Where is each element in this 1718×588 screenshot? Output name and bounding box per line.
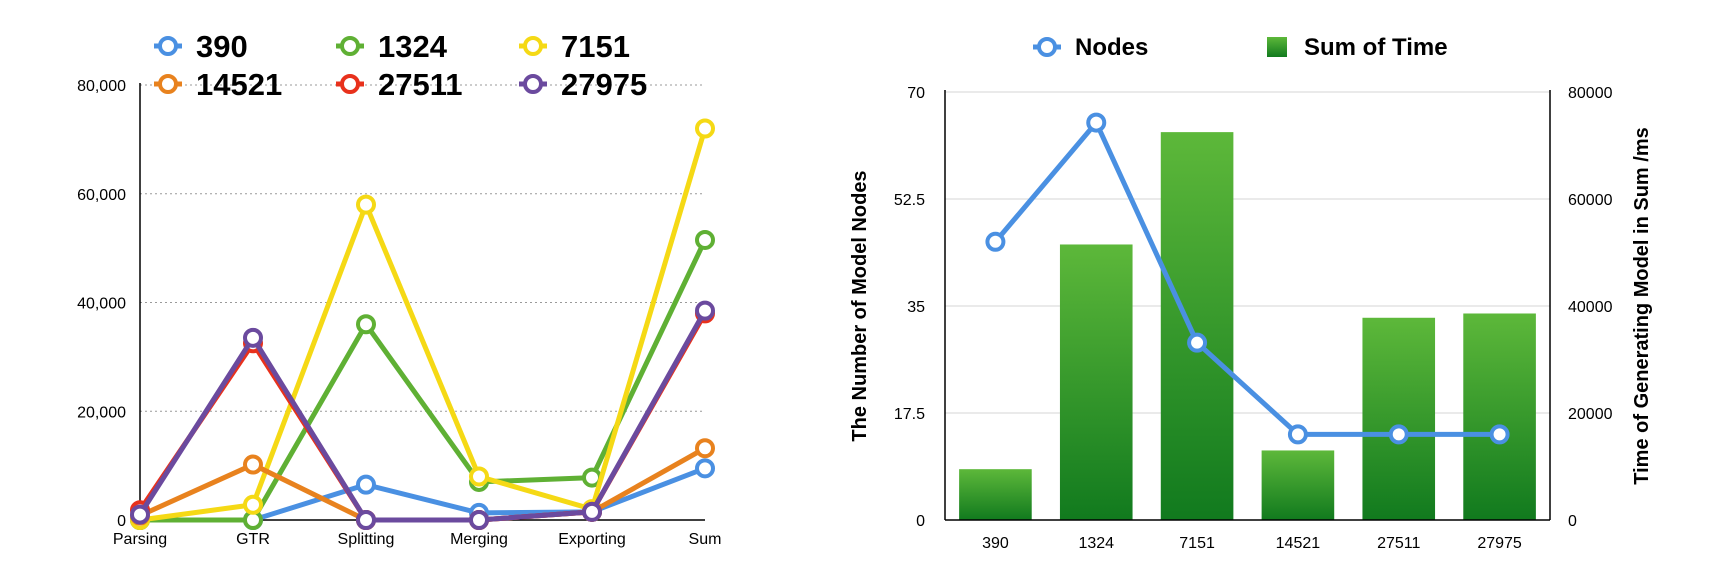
legend-swatch-icon bbox=[1267, 37, 1287, 57]
y-left-tick-label: 17.5 bbox=[894, 406, 925, 423]
bar-390 bbox=[959, 469, 1032, 520]
y-right-tick-label: 60000 bbox=[1568, 192, 1613, 209]
data-point-1324 bbox=[695, 229, 715, 250]
data-point-nodes bbox=[1287, 424, 1308, 445]
series-line-7151 bbox=[137, 126, 708, 523]
data-point-390 bbox=[695, 458, 715, 479]
legend-item-sum-of-time: Sum of Time bbox=[1267, 34, 1448, 61]
legend-item-14521: 14521 bbox=[154, 67, 282, 102]
data-point-7151 bbox=[695, 118, 715, 139]
legend-item-7151: 7151 bbox=[519, 29, 630, 64]
data-point-27975 bbox=[130, 504, 150, 525]
x-tick-label: GTR bbox=[236, 531, 270, 548]
legend-item-390: 390 bbox=[154, 29, 248, 64]
x-tick-label: Sum bbox=[689, 531, 722, 548]
y-left-tick-label: 0 bbox=[916, 513, 925, 530]
legend-item-27975: 27975 bbox=[519, 67, 647, 102]
y-right-tick-label: 80000 bbox=[1568, 85, 1613, 102]
data-point-27975 bbox=[582, 501, 602, 522]
legend-label: 27511 bbox=[378, 67, 463, 102]
y-axis-right-title: Time of Generating Model in Sum /ms bbox=[1631, 127, 1653, 484]
series-1324 bbox=[130, 229, 715, 530]
y-tick-label: 40,000 bbox=[77, 296, 126, 313]
y-tick-label: 0 bbox=[117, 513, 126, 530]
legend-label: 1324 bbox=[378, 29, 448, 64]
data-point-1324 bbox=[356, 314, 376, 335]
x-tick-label: 7151 bbox=[1179, 535, 1215, 552]
x-tick-label: 1324 bbox=[1078, 535, 1114, 552]
x-tick-label: 14521 bbox=[1276, 535, 1321, 552]
bar-27975 bbox=[1463, 313, 1536, 520]
x-tick-label: Splitting bbox=[338, 531, 395, 548]
legend-label: 27975 bbox=[561, 67, 647, 102]
bar-14521 bbox=[1261, 450, 1335, 520]
y-left-tick-label: 35 bbox=[907, 299, 925, 316]
x-tick-label: 390 bbox=[982, 535, 1009, 552]
data-point-7151 bbox=[356, 194, 376, 215]
legend-marker-icon bbox=[340, 36, 360, 56]
data-point-14521 bbox=[695, 438, 715, 459]
data-point-27975 bbox=[695, 300, 715, 321]
legend-marker-icon bbox=[1037, 37, 1057, 57]
x-tick-label: 27975 bbox=[1477, 535, 1522, 552]
series-line-nodes bbox=[992, 120, 1503, 437]
series-7151 bbox=[130, 118, 715, 530]
data-point-27975 bbox=[243, 327, 263, 348]
data-point-27975 bbox=[356, 510, 376, 530]
y-right-tick-label: 40000 bbox=[1568, 299, 1613, 316]
y-right-tick-label: 20000 bbox=[1568, 406, 1613, 423]
data-point-390 bbox=[356, 474, 376, 495]
y-tick-label: 80,000 bbox=[77, 78, 126, 95]
data-point-nodes bbox=[1489, 424, 1510, 445]
legend-marker-icon bbox=[523, 74, 543, 94]
legend-marker-icon bbox=[340, 74, 360, 94]
legend-label: Nodes bbox=[1075, 34, 1148, 61]
x-tick-label: Exporting bbox=[558, 531, 626, 548]
legend-label: 7151 bbox=[561, 29, 630, 64]
legend-marker-icon bbox=[158, 74, 178, 94]
data-point-nodes bbox=[1086, 112, 1107, 133]
combo-chart-nodes-time: 0 0 17.5 20000 35 40000 52.5 60000 70 80000 390 132… bbox=[849, 34, 1653, 552]
legend-label: Sum of Time bbox=[1304, 34, 1448, 61]
x-tick-label: Parsing bbox=[113, 531, 167, 548]
legend-marker-icon bbox=[158, 36, 178, 56]
bar-1324 bbox=[1059, 244, 1133, 520]
y-tick-label: 20,000 bbox=[77, 404, 126, 421]
series-line-27975 bbox=[137, 308, 708, 523]
y-left-tick-label: 52.5 bbox=[894, 192, 925, 209]
y-left-tick-label: 70 bbox=[907, 85, 925, 102]
legend-item-nodes: Nodes bbox=[1033, 34, 1148, 61]
y-axis-left-title: The Number of Model Nodes bbox=[849, 170, 871, 441]
y-right-tick-label: 0 bbox=[1568, 513, 1577, 530]
legend-label: 14521 bbox=[196, 67, 282, 102]
data-point-27975 bbox=[469, 510, 489, 530]
data-point-7151 bbox=[469, 466, 489, 487]
bar-7151 bbox=[1160, 132, 1234, 520]
data-point-nodes bbox=[985, 231, 1006, 252]
x-tick-label: Merging bbox=[450, 531, 508, 548]
x-tick-label: 27511 bbox=[1377, 535, 1420, 552]
legend-label: 390 bbox=[196, 29, 248, 64]
data-point-nodes bbox=[1388, 424, 1409, 445]
data-point-7151 bbox=[243, 494, 263, 515]
line-chart-stages: 0 20,000 40,000 60,000 80,000 Parsing GTR Split… bbox=[77, 29, 721, 548]
legend-item-27511: 27511 bbox=[336, 67, 463, 102]
legend-item-1324: 1324 bbox=[336, 29, 448, 64]
series-nodes bbox=[985, 112, 1510, 445]
data-point-14521 bbox=[243, 454, 263, 475]
legend-marker-icon bbox=[523, 36, 543, 56]
y-tick-label: 60,000 bbox=[77, 187, 126, 204]
series-sum-of-time bbox=[959, 132, 1536, 520]
data-point-nodes bbox=[1187, 332, 1208, 353]
series-27975 bbox=[130, 300, 715, 530]
bar-27511 bbox=[1362, 317, 1436, 520]
